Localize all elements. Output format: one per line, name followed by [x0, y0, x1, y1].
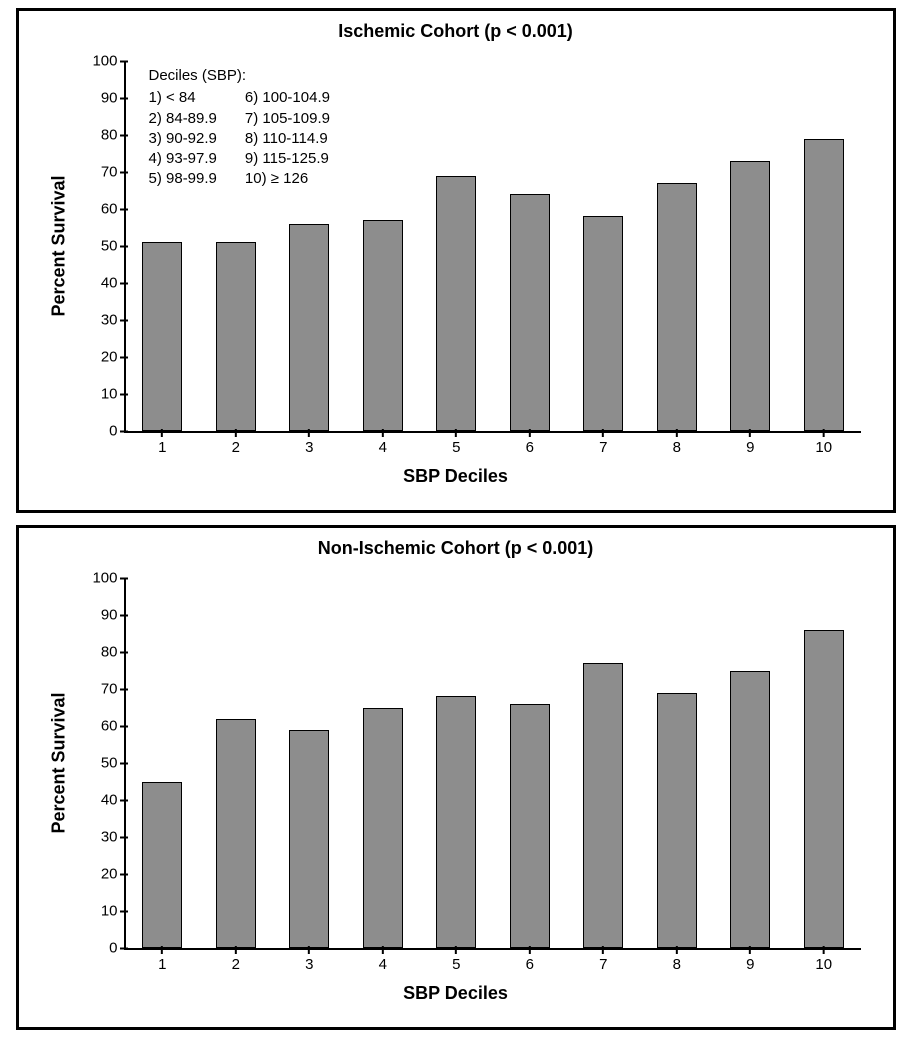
bar	[363, 220, 403, 431]
x-tick-label: 2	[232, 431, 240, 456]
x-tick-label: 9	[746, 948, 754, 973]
y-tick-label: 80	[101, 644, 126, 661]
bar	[730, 671, 770, 949]
y-tick-label: 80	[101, 127, 126, 144]
bar	[216, 242, 256, 431]
y-tick-label: 0	[109, 423, 125, 440]
x-tick-label: 1	[158, 948, 166, 973]
y-tick-label: 20	[101, 866, 126, 883]
x-tick-label: 8	[673, 948, 681, 973]
bar	[804, 630, 844, 948]
bar	[583, 663, 623, 948]
x-tick-label: 10	[815, 431, 832, 456]
y-tick-label: 30	[101, 312, 126, 329]
y-tick-label: 10	[101, 386, 126, 403]
y-tick-label: 50	[101, 238, 126, 255]
bar	[510, 704, 550, 948]
y-tick-label: 10	[101, 903, 126, 920]
y-tick-label: 40	[101, 792, 126, 809]
y-tick-label: 50	[101, 755, 126, 772]
nonischemic-y-axis-label: Percent Survival	[48, 692, 69, 833]
y-tick-label: 40	[101, 275, 126, 292]
bar	[730, 161, 770, 431]
nonischemic-panel: Non-Ischemic Cohort (p < 0.001) 01020304…	[16, 525, 896, 1030]
x-tick-label: 5	[452, 431, 460, 456]
x-tick-label: 4	[379, 948, 387, 973]
bar	[510, 194, 550, 431]
bar	[657, 693, 697, 948]
y-tick-label: 30	[101, 829, 126, 846]
x-tick-label: 6	[526, 431, 534, 456]
ischemic-plot-area: 010203040506070809010012345678910	[124, 61, 861, 433]
ischemic-title: Ischemic Cohort (p < 0.001)	[19, 21, 893, 42]
bar	[216, 719, 256, 948]
nonischemic-x-axis-label: SBP Deciles	[19, 983, 893, 1004]
ischemic-panel: Ischemic Cohort (p < 0.001) Deciles (SBP…	[16, 8, 896, 513]
x-tick-label: 2	[232, 948, 240, 973]
nonischemic-title: Non-Ischemic Cohort (p < 0.001)	[19, 538, 893, 559]
ischemic-y-axis-label: Percent Survival	[48, 175, 69, 316]
ischemic-x-axis-label: SBP Deciles	[19, 466, 893, 487]
y-tick-label: 70	[101, 681, 126, 698]
bar	[436, 696, 476, 948]
x-tick-label: 3	[305, 431, 313, 456]
y-tick-label: 70	[101, 164, 126, 181]
y-tick-label: 100	[92, 53, 125, 70]
bar	[363, 708, 403, 949]
y-tick-label: 0	[109, 940, 125, 957]
bar	[804, 139, 844, 431]
bar	[583, 216, 623, 431]
y-tick-label: 100	[92, 570, 125, 587]
y-tick-label: 60	[101, 718, 126, 735]
y-tick-label: 90	[101, 90, 126, 107]
bar	[657, 183, 697, 431]
x-tick-label: 6	[526, 948, 534, 973]
bar	[289, 730, 329, 948]
x-tick-label: 8	[673, 431, 681, 456]
x-tick-label: 10	[815, 948, 832, 973]
x-tick-label: 9	[746, 431, 754, 456]
y-tick-label: 60	[101, 201, 126, 218]
x-tick-label: 1	[158, 431, 166, 456]
bar	[289, 224, 329, 431]
x-tick-label: 4	[379, 431, 387, 456]
nonischemic-plot-area: 010203040506070809010012345678910	[124, 578, 861, 950]
y-tick-label: 90	[101, 607, 126, 624]
x-tick-label: 7	[599, 431, 607, 456]
page: Ischemic Cohort (p < 0.001) Deciles (SBP…	[0, 0, 911, 1050]
bar	[436, 176, 476, 431]
y-tick-label: 20	[101, 349, 126, 366]
x-tick-label: 3	[305, 948, 313, 973]
bar	[142, 242, 182, 431]
bar	[142, 782, 182, 949]
x-tick-label: 5	[452, 948, 460, 973]
x-tick-label: 7	[599, 948, 607, 973]
